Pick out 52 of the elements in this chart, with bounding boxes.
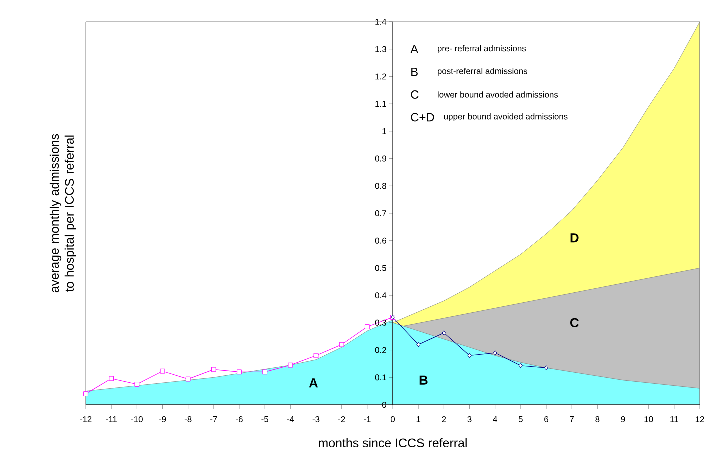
annotation: C+D (411, 113, 434, 122)
x-tick-label: 10 (644, 416, 654, 422)
x-tick-label: -12 (80, 416, 92, 422)
annotation: lower bound avoded admissions (438, 92, 558, 98)
x-tick-label: 9 (621, 416, 626, 422)
x-axis-title: months since ICCS referral (319, 438, 467, 448)
x-tick-label: 8 (596, 416, 600, 422)
x-tick-label: -1 (364, 416, 371, 422)
annotation: A (309, 378, 318, 388)
annotation: post-referral admissions (438, 68, 528, 76)
x-tick-label: 6 (544, 416, 548, 422)
y-tick-label: 0.5 (375, 265, 386, 272)
annotation: B (412, 68, 418, 76)
annotation: pre- referral admissions (438, 45, 526, 54)
x-tick-label: 2 (442, 416, 446, 422)
x-tick-label: 7 (570, 416, 574, 422)
y-tick-label: 0.4 (375, 292, 387, 299)
annotation: B (420, 376, 428, 385)
x-tick-label: 3 (468, 416, 472, 422)
y-tick-label: 0.6 (375, 238, 386, 244)
y-axis-title: average monthly admissions to hospital per ICCS referral (50, 134, 76, 293)
y-tick-label: 1.3 (376, 46, 386, 52)
y-tick-label: 1.1 (376, 101, 386, 107)
y-tick-label: 1.2 (376, 74, 386, 80)
y-tick-label: 0.7 (375, 210, 386, 216)
annotation: upper bound avoided admissions (444, 114, 568, 122)
y-tick-label: 1 (382, 128, 386, 134)
annotation: D (570, 234, 579, 243)
x-tick-label: 11 (670, 416, 678, 422)
y-tick-label: 0.1 (375, 374, 386, 381)
x-tick-label: -4 (287, 416, 294, 422)
x-tick-label: -6 (236, 416, 243, 422)
x-tick-label: -11 (106, 416, 117, 422)
x-tick-label: -10 (131, 416, 143, 422)
x-tick-label: -2 (338, 416, 346, 422)
x-tick-label: 12 (696, 416, 704, 422)
x-tick-label: 4 (493, 416, 498, 422)
annotation: A (410, 45, 419, 54)
y-tick-label: 0.9 (375, 156, 386, 162)
x-tick-label: -7 (210, 416, 218, 422)
x-tick-label: -5 (262, 416, 268, 422)
annotation: C (570, 318, 579, 328)
x-tick-label: -8 (184, 416, 192, 422)
y-tick-label: 1.4 (376, 19, 387, 25)
x-tick-label: -3 (312, 416, 320, 422)
annotation: C (411, 90, 419, 99)
x-tick-label: 5 (518, 416, 523, 422)
y-tick-label: 0.8 (375, 183, 386, 190)
x-tick-label: -9 (159, 416, 166, 422)
x-tick-label: 0 (390, 416, 396, 422)
x-tick-label: 1 (416, 416, 421, 422)
y-tick-label: 0.2 (375, 347, 386, 354)
